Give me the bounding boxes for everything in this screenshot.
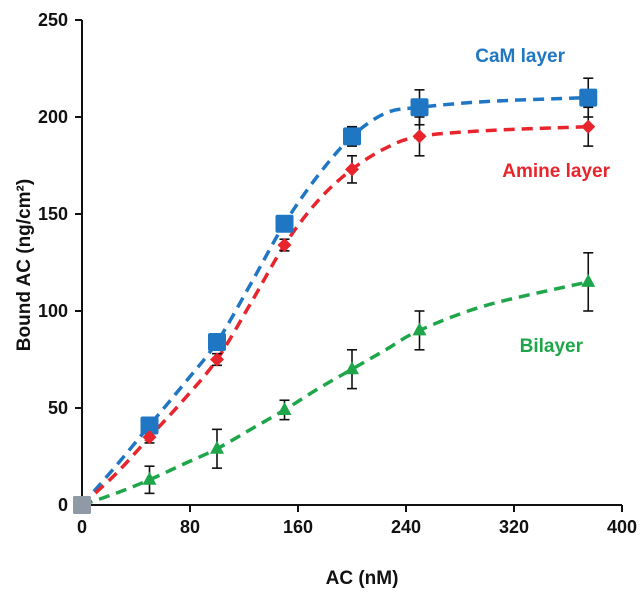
fit-line-cam — [80, 95, 589, 507]
y-tick-label: 0 — [58, 495, 68, 515]
point-origin — [73, 496, 91, 514]
point-amine — [412, 129, 427, 144]
point-amine — [142, 430, 157, 445]
point-cam — [579, 88, 598, 107]
y-tick-label: 250 — [38, 10, 68, 30]
x-axis-title: AC (nM) — [326, 568, 399, 589]
fit-line-amine — [80, 124, 589, 507]
x-tick-label: 160 — [283, 517, 313, 537]
point-amine — [581, 119, 596, 134]
point-amine — [345, 162, 359, 177]
point-bilayer — [277, 401, 292, 415]
series-label-bilayer: Bilayer — [520, 336, 584, 357]
point-amine — [277, 238, 292, 253]
y-tick-label: 50 — [48, 398, 68, 418]
x-tick-label: 0 — [77, 517, 87, 537]
axes — [75, 19, 623, 512]
point-amine — [210, 352, 224, 367]
fit-line-bilayer — [81, 280, 589, 507]
point-cam — [140, 416, 159, 435]
x-tick-label: 80 — [180, 517, 200, 537]
tick-labels: 0 80 160 240 320 400 0 50 100 150 200 250 — [38, 10, 637, 537]
series-label-cam: CaM layer — [475, 46, 565, 67]
point-bilayer — [142, 471, 157, 485]
error-bars — [144, 77, 594, 495]
x-tick-label: 320 — [499, 517, 529, 537]
point-bilayer — [210, 440, 224, 454]
point-bilayer — [345, 361, 359, 375]
series-label-amine: Amine layer — [502, 161, 610, 182]
x-tick-label: 400 — [607, 517, 637, 537]
y-axis-title: Bound AC (ng/cm²) — [14, 179, 35, 351]
point-cam — [410, 98, 429, 117]
point-cam — [343, 127, 361, 146]
y-tick-label: 100 — [38, 301, 68, 321]
y-tick-label: 200 — [38, 107, 68, 127]
point-cam — [208, 333, 226, 352]
markers — [73, 88, 598, 514]
point-cam — [275, 214, 294, 233]
x-tick-label: 240 — [391, 517, 421, 537]
point-bilayer — [412, 322, 427, 336]
y-tick-label: 150 — [38, 204, 68, 224]
fit-curves — [80, 95, 589, 507]
point-bilayer — [581, 273, 596, 287]
